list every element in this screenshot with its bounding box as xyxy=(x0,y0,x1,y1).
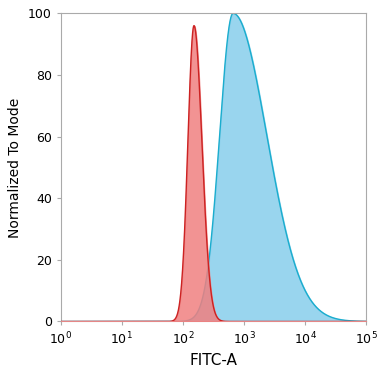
Y-axis label: Normalized To Mode: Normalized To Mode xyxy=(8,97,22,238)
X-axis label: FITC-A: FITC-A xyxy=(190,353,237,368)
